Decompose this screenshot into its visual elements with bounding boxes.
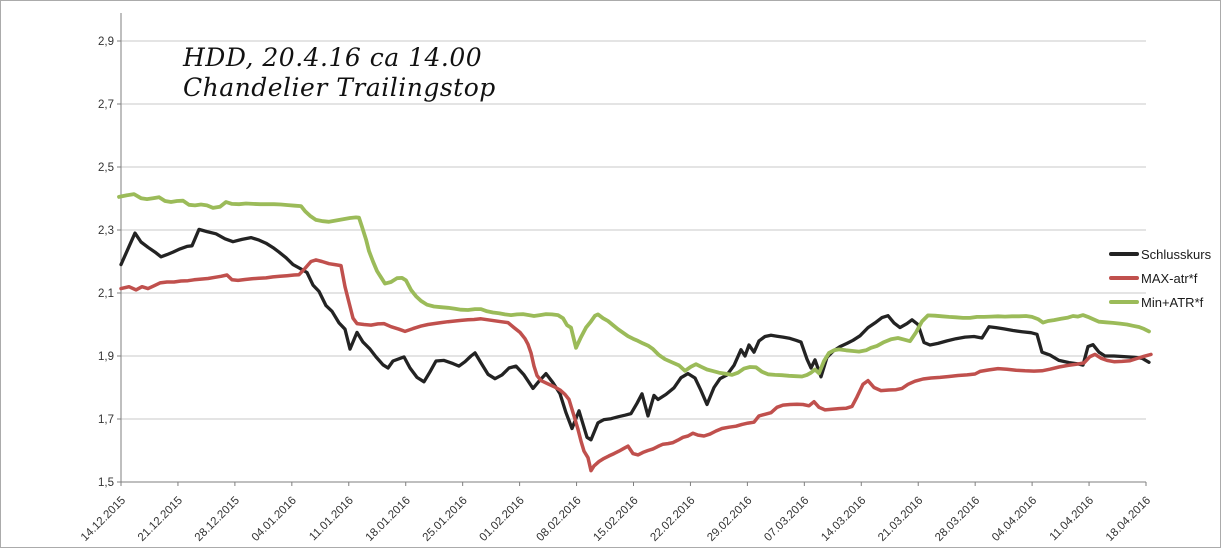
legend-item-schlusskurs: Schlusskurs xyxy=(1109,242,1211,266)
legend-label: Schlusskurs xyxy=(1141,246,1212,262)
series-line-max-atr-f xyxy=(119,258,1153,473)
y-tick-label: 2,7 xyxy=(98,99,114,111)
legend-swatch-red-line xyxy=(1109,276,1139,280)
series-line-schlusskurs xyxy=(119,227,1151,442)
x-tick-label: 07.03.2016 xyxy=(762,495,811,544)
x-tick-label: 18.01.2016 xyxy=(364,495,413,544)
legend: Schlusskurs MAX-atr*f Min+ATR*f xyxy=(1109,242,1211,314)
x-tick-label: 14.12.2015 xyxy=(79,495,128,544)
y-tick-label: 2,1 xyxy=(98,288,114,300)
chart-title: HDD, 20.4.16 ca 14.00 Chandelier Trailin… xyxy=(183,43,496,103)
chart-title-line1: HDD, 20.4.16 ca 14.00 xyxy=(183,43,483,72)
y-tick-label: 2,9 xyxy=(98,36,114,48)
y-tick-label: 1,7 xyxy=(98,414,114,426)
y-tick-label: 2,3 xyxy=(98,225,114,237)
x-tick-label: 22.02.2016 xyxy=(648,495,697,544)
x-tick-label: 25.01.2016 xyxy=(421,495,470,544)
x-tick-label: 15.02.2016 xyxy=(591,495,640,544)
x-tick-label: 29.02.2016 xyxy=(705,495,754,544)
legend-label: Min+ATR*f xyxy=(1141,294,1204,310)
legend-swatch-black-line xyxy=(1109,252,1139,256)
x-tick-label: 04.01.2016 xyxy=(250,495,299,544)
x-tick-label: 21.03.2016 xyxy=(876,495,925,544)
legend-label: MAX-atr*f xyxy=(1141,270,1198,286)
x-tick-label: 14.03.2016 xyxy=(819,495,868,544)
x-tick-label: 18.04.2016 xyxy=(1104,495,1153,544)
x-tick-label: 21.12.2015 xyxy=(136,495,185,544)
x-tick-label: 11.01.2016 xyxy=(307,495,356,544)
y-tick-label: 1,5 xyxy=(98,477,114,489)
chart-title-line2: Chandelier Trailingstop xyxy=(183,73,496,102)
x-tick-label: 28.03.2016 xyxy=(933,495,982,544)
legend-item-min-atr: Min+ATR*f xyxy=(1109,290,1211,314)
y-tick-label: 2,5 xyxy=(98,162,114,174)
y-tick-label: 1,9 xyxy=(98,351,114,363)
x-tick-label: 08.02.2016 xyxy=(534,495,583,544)
x-tick-label: 11.04.2016 xyxy=(1048,495,1097,544)
x-tick-label: 28.12.2015 xyxy=(193,495,242,544)
x-tick-label: 01.02.2016 xyxy=(478,495,527,544)
x-tick-label: 04.04.2016 xyxy=(990,495,1039,544)
legend-item-max-atr: MAX-atr*f xyxy=(1109,266,1211,290)
legend-swatch-green-line xyxy=(1109,300,1139,304)
series-line-min-atr-f xyxy=(117,192,1151,379)
